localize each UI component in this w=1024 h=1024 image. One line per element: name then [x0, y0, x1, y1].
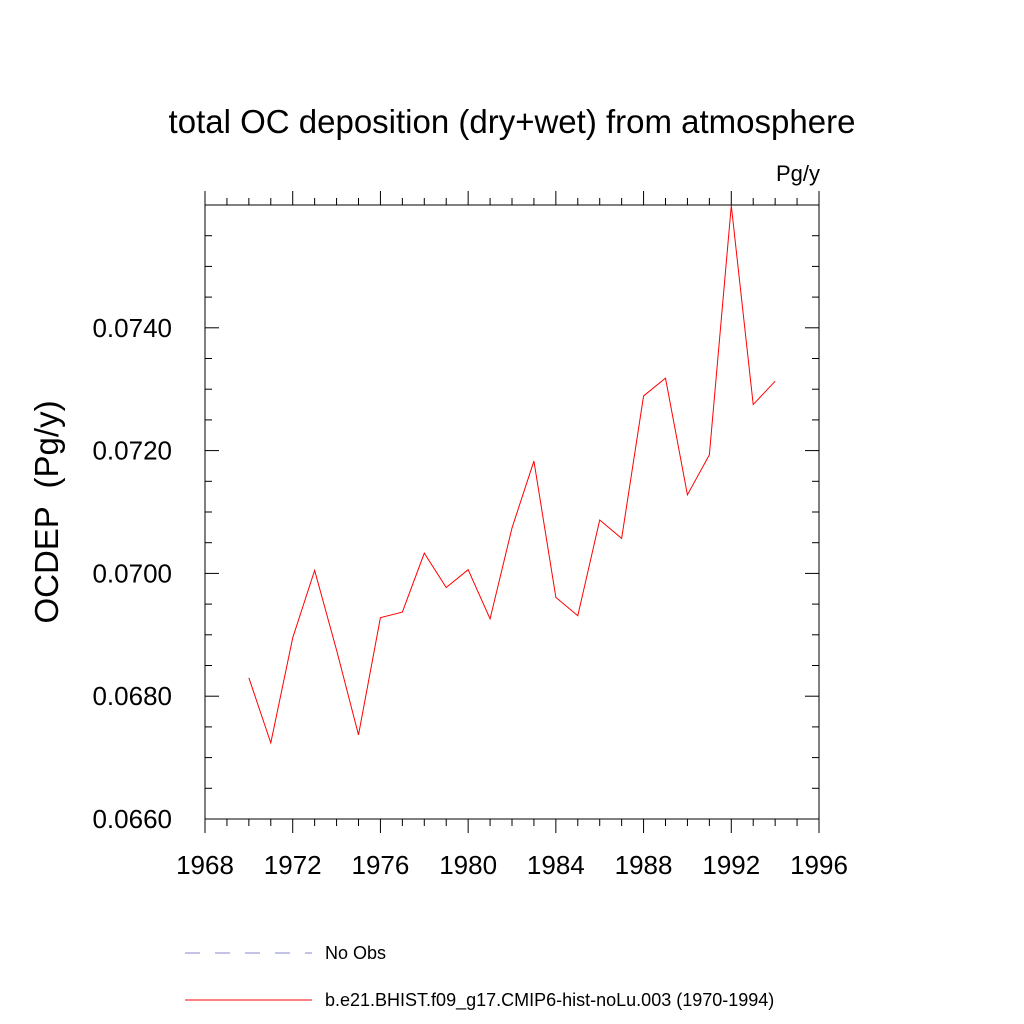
x-tick-label: 1980 — [439, 850, 497, 880]
legend: No Obs b.e21.BHIST.f09_g17.CMIP6-hist-no… — [185, 943, 774, 1011]
y-tick-label: 0.0720 — [92, 436, 172, 466]
y-tick-label: 0.0740 — [92, 313, 172, 343]
units-label: Pg/y — [776, 161, 820, 186]
x-tick-label: 1984 — [527, 850, 585, 880]
legend-label-no-obs: No Obs — [325, 943, 386, 963]
tick-marks — [204, 191, 820, 833]
y-tick-label: 0.0680 — [92, 681, 172, 711]
y-tick-labels: 0.0660 0.0680 0.0700 0.0720 0.0740 — [92, 313, 172, 834]
x-tick-label: 1968 — [176, 850, 234, 880]
legend-label-model-run: b.e21.BHIST.f09_g17.CMIP6-hist-noLu.003 … — [325, 990, 774, 1011]
x-tick-label: 1988 — [615, 850, 673, 880]
y-axis-label: OCDEP (Pg/y) — [28, 400, 65, 623]
x-tick-label: 1976 — [352, 850, 410, 880]
chart-title: total OC deposition (dry+wet) from atmos… — [169, 103, 856, 140]
x-tick-labels: 1968 1972 1976 1980 1984 1988 1992 1996 — [176, 850, 848, 880]
x-tick-label: 1972 — [264, 850, 322, 880]
series-lines — [248, 205, 776, 745]
plot-frame — [204, 204, 820, 820]
x-tick-label: 1996 — [790, 850, 848, 880]
y-tick-label: 0.0700 — [92, 558, 172, 588]
series-line-0 — [248, 205, 776, 745]
y-tick-label: 0.0660 — [92, 804, 172, 834]
x-tick-label: 1992 — [702, 850, 760, 880]
